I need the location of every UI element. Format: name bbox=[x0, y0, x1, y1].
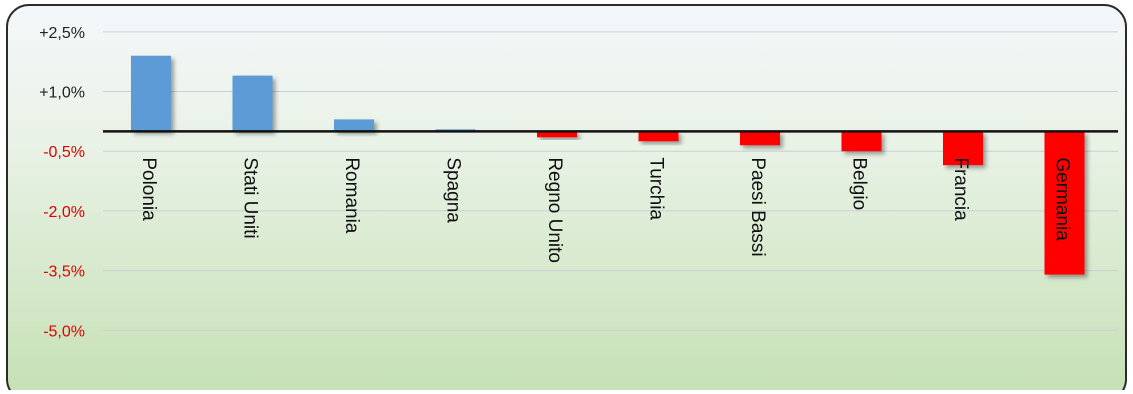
category-label-turchia: Turchia bbox=[646, 157, 667, 220]
y-tick-label: -2,0% bbox=[43, 204, 85, 221]
y-tick-label: -3,5% bbox=[43, 264, 85, 281]
category-label-belgio: Belgio bbox=[849, 157, 870, 210]
bar-belgio bbox=[841, 131, 882, 152]
bar-germania bbox=[1044, 131, 1085, 275]
y-tick-label: -5,0% bbox=[43, 323, 85, 340]
category-label-polonia: Polonia bbox=[138, 157, 159, 221]
bars bbox=[131, 55, 1085, 275]
bar-stati-uniti bbox=[232, 75, 273, 132]
y-tick-label: -0,5% bbox=[43, 144, 85, 161]
bar-romania bbox=[334, 119, 374, 132]
category-label-germania: Germania bbox=[1052, 157, 1073, 241]
bar-paesi-bassi bbox=[740, 131, 780, 146]
bar-regno-unito bbox=[537, 131, 577, 138]
bar-chart: +2,5% +1,0% -0,5% -2,0% -3,5% -5,0% Polonia St… bbox=[6, 4, 1127, 390]
category-labels: Polonia Stati Uniti Romania Spagna Regno Uni… bbox=[138, 157, 1073, 263]
category-label-stati-uniti: Stati Uniti bbox=[240, 157, 261, 238]
chart-frame: +2,5% +1,0% -0,5% -2,0% -3,5% -5,0% Polonia St… bbox=[6, 4, 1127, 390]
bar-francia bbox=[943, 131, 983, 166]
plot-background bbox=[6, 4, 1127, 390]
y-tick-label: +1,0% bbox=[39, 85, 85, 102]
y-tick-label: +2,5% bbox=[39, 25, 85, 42]
category-label-paesi-bassi: Paesi Bassi bbox=[747, 157, 768, 256]
bar-turchia bbox=[638, 131, 679, 142]
category-label-spagna: Spagna bbox=[443, 157, 464, 223]
y-axis-ticks: +2,5% +1,0% -0,5% -2,0% -3,5% -5,0% bbox=[39, 25, 85, 340]
category-label-regno-unito: Regno Unito bbox=[544, 157, 565, 263]
bar-polonia bbox=[131, 55, 171, 132]
category-label-francia: Francia bbox=[950, 157, 971, 221]
category-label-romania: Romania bbox=[341, 157, 362, 233]
